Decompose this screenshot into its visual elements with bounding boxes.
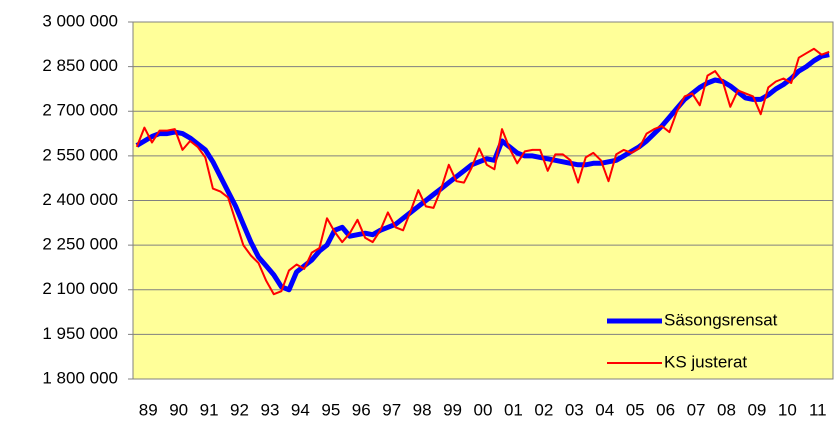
x-tick-label: 11 — [809, 400, 827, 419]
y-tick-label: 2 100 000 — [42, 279, 118, 298]
x-tick-label: 08 — [717, 400, 736, 419]
x-tick-label: 94 — [291, 400, 310, 419]
x-tick-label: 01 — [504, 400, 523, 419]
x-tick-label: 05 — [626, 400, 645, 419]
y-tick-label: 1 800 000 — [42, 368, 118, 387]
x-tick-label: 96 — [352, 400, 371, 419]
x-tick-label: 92 — [230, 400, 249, 419]
y-tick-label: 2 850 000 — [42, 56, 118, 75]
x-tick-label: 90 — [169, 400, 188, 419]
x-tick-label: 89 — [139, 400, 158, 419]
x-tick-label: 95 — [321, 400, 340, 419]
x-tick-label: 02 — [534, 400, 553, 419]
x-tick-label: 03 — [565, 400, 584, 419]
legend-label: Säsongsrensat — [664, 310, 778, 329]
y-tick-label: 2 550 000 — [42, 145, 118, 164]
series-line — [135, 47, 830, 296]
y-tick-label: 2 700 000 — [42, 101, 118, 120]
x-tick-label: 09 — [747, 400, 766, 419]
x-tick-label: 04 — [595, 400, 614, 419]
x-tick-label: 06 — [656, 400, 675, 419]
x-tick-label: 00 — [474, 400, 493, 419]
x-tick-label: 97 — [382, 400, 401, 419]
y-tick-label: 1 950 000 — [42, 324, 118, 343]
x-tick-label: 91 — [200, 400, 219, 419]
x-tick-label: 98 — [413, 400, 432, 419]
y-tick-label: 2 250 000 — [42, 235, 118, 254]
y-tick-label: 2 400 000 — [42, 190, 118, 209]
series-line — [135, 52, 830, 293]
y-tick-label: 3 000 000 — [42, 11, 118, 30]
x-tick-label: 93 — [260, 400, 279, 419]
x-tick-label: 99 — [443, 400, 462, 419]
x-tick-label: 10 — [778, 400, 797, 419]
x-tick-label: 07 — [687, 400, 706, 419]
legend-label: KS justerat — [664, 352, 747, 371]
